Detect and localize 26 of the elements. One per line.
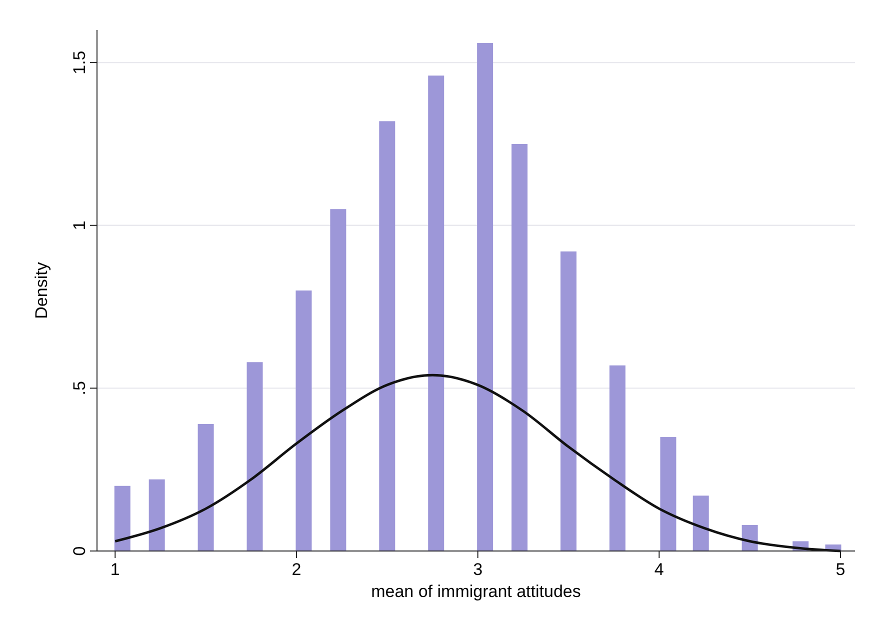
- bar: [609, 365, 626, 551]
- x-tick-label: 3: [473, 560, 483, 579]
- y-tick-label: 1: [70, 220, 89, 230]
- bar: [198, 424, 214, 551]
- bar: [560, 251, 576, 551]
- bar: [428, 76, 444, 551]
- bar: [379, 121, 396, 551]
- x-tick-label: 4: [654, 560, 664, 579]
- x-axis-title: mean of immigrant attitudes: [371, 582, 581, 601]
- bar: [148, 479, 165, 551]
- bar: [477, 43, 494, 551]
- y-axis-title: Density: [32, 262, 51, 319]
- y-tick-label: 0: [70, 546, 89, 556]
- bar: [296, 290, 312, 551]
- x-tick-label: 1: [110, 560, 120, 579]
- bar: [512, 144, 528, 551]
- bar: [660, 437, 676, 551]
- bar: [330, 209, 346, 551]
- bar: [692, 496, 709, 551]
- x-tick-label: 5: [836, 560, 846, 579]
- y-tick-label: .5: [70, 381, 89, 396]
- x-tick-label: 2: [292, 560, 302, 579]
- bar: [246, 362, 263, 551]
- bar: [114, 486, 130, 551]
- line-series: [114, 374, 842, 552]
- y-tick-label: 1.5: [70, 50, 89, 74]
